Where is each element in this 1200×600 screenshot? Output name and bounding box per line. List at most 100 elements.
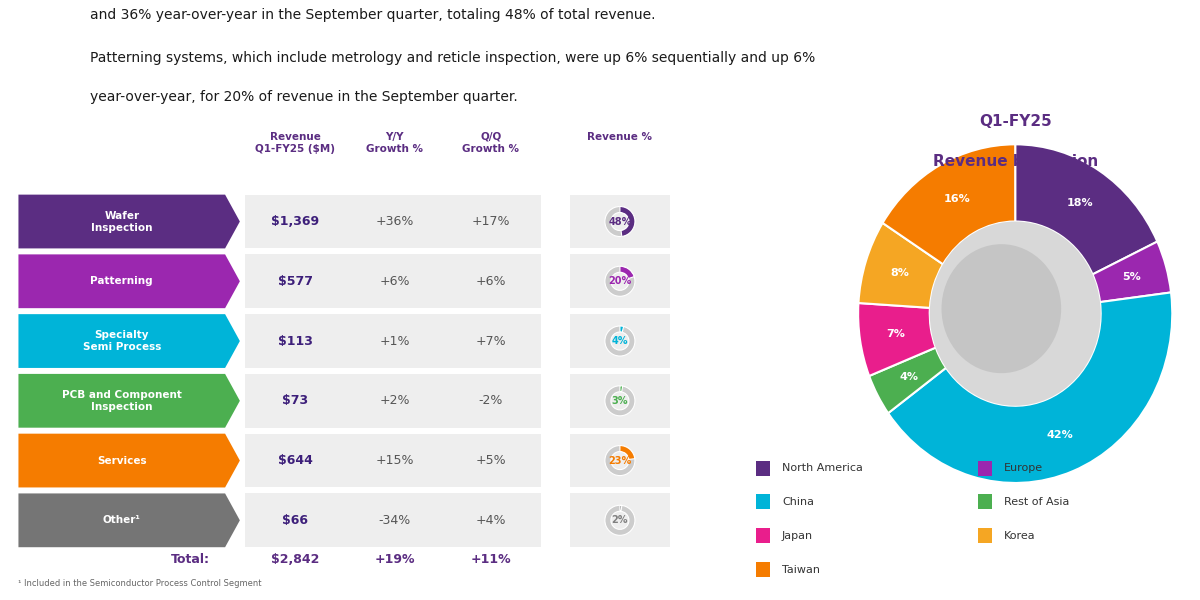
Text: 23%: 23% — [608, 455, 631, 466]
Bar — [346, 194, 445, 248]
Text: Revenue %: Revenue % — [588, 132, 653, 142]
Text: Q1-FY25: Q1-FY25 — [979, 115, 1051, 130]
Text: +6%: +6% — [379, 275, 410, 288]
Wedge shape — [620, 446, 635, 460]
Polygon shape — [18, 374, 240, 428]
Bar — [346, 314, 445, 368]
Text: and 36% year-over-year in the September quarter, totaling 48% of total revenue.: and 36% year-over-year in the September … — [90, 8, 655, 22]
Wedge shape — [620, 505, 622, 511]
Text: +6%: +6% — [475, 275, 506, 288]
Wedge shape — [620, 326, 624, 332]
Bar — [440, 314, 540, 368]
Wedge shape — [1092, 242, 1171, 302]
Text: $2,842: $2,842 — [271, 553, 319, 566]
Text: PCB and Component
Inspection: PCB and Component Inspection — [62, 390, 181, 412]
Text: +1%: +1% — [379, 335, 410, 347]
Text: 20%: 20% — [608, 276, 631, 286]
Polygon shape — [18, 194, 240, 248]
Bar — [440, 254, 540, 308]
Wedge shape — [1015, 145, 1157, 274]
Text: 18%: 18% — [1067, 198, 1093, 208]
Wedge shape — [869, 347, 946, 413]
Text: 4%: 4% — [900, 371, 918, 382]
Wedge shape — [858, 303, 936, 376]
Text: Revenue by Region: Revenue by Region — [932, 154, 1098, 169]
Text: Taiwan: Taiwan — [782, 565, 820, 575]
Text: Specialty
Semi Process: Specialty Semi Process — [83, 330, 161, 352]
Bar — [245, 194, 346, 248]
Bar — [570, 314, 670, 368]
Bar — [440, 374, 540, 428]
Wedge shape — [620, 266, 635, 278]
Bar — [570, 374, 670, 428]
Text: Y/Y
Growth %: Y/Y Growth % — [366, 132, 424, 154]
Text: +4%: +4% — [475, 514, 506, 527]
Text: 5%: 5% — [1122, 272, 1141, 282]
Bar — [570, 254, 670, 308]
Bar — [245, 314, 346, 368]
Bar — [978, 494, 992, 509]
Wedge shape — [605, 386, 635, 416]
Text: Japan: Japan — [782, 531, 814, 541]
Text: +2%: +2% — [379, 394, 410, 407]
Text: -2%: -2% — [479, 394, 503, 407]
Bar — [756, 528, 770, 543]
Bar — [245, 254, 346, 308]
Wedge shape — [605, 505, 635, 535]
Text: 8%: 8% — [890, 268, 910, 278]
Text: Wafer
Inspection: Wafer Inspection — [91, 211, 152, 233]
Text: North America: North America — [782, 463, 863, 473]
Bar — [756, 562, 770, 577]
Text: 3%: 3% — [612, 396, 628, 406]
Text: Total:: Total: — [172, 553, 210, 566]
Polygon shape — [18, 314, 240, 368]
Bar — [440, 194, 540, 248]
Bar — [440, 493, 540, 547]
Text: 42%: 42% — [1046, 430, 1073, 440]
Text: +17%: +17% — [472, 215, 510, 228]
Text: +11%: +11% — [470, 553, 511, 566]
Bar — [346, 254, 445, 308]
Bar — [346, 374, 445, 428]
Wedge shape — [605, 266, 635, 296]
Text: 2%: 2% — [612, 515, 628, 526]
Text: Revenue
Q1-FY25 ($M): Revenue Q1-FY25 ($M) — [256, 132, 335, 154]
Wedge shape — [620, 386, 623, 392]
Circle shape — [942, 244, 1061, 373]
Text: Other¹: Other¹ — [103, 515, 140, 526]
Text: Patterning: Patterning — [90, 276, 154, 286]
Text: Q/Q
Growth %: Q/Q Growth % — [462, 132, 520, 154]
Circle shape — [930, 221, 1100, 406]
Text: 48%: 48% — [608, 217, 631, 227]
Text: $73: $73 — [282, 394, 308, 407]
Bar — [978, 461, 992, 475]
Text: ¹ Included in the Semiconductor Process Control Segment: ¹ Included in the Semiconductor Process … — [18, 578, 262, 587]
Bar — [346, 434, 445, 487]
Wedge shape — [882, 145, 1015, 264]
Text: 7%: 7% — [886, 329, 905, 339]
Wedge shape — [605, 206, 635, 236]
Wedge shape — [605, 446, 635, 476]
Polygon shape — [18, 434, 240, 487]
Text: Rest of Asia: Rest of Asia — [1003, 497, 1069, 507]
Text: 4%: 4% — [612, 336, 628, 346]
Text: $1,369: $1,369 — [271, 215, 319, 228]
Text: $577: $577 — [277, 275, 313, 288]
Text: -34%: -34% — [379, 514, 410, 527]
Bar — [440, 434, 540, 487]
Wedge shape — [858, 223, 943, 308]
Text: +7%: +7% — [475, 335, 506, 347]
Text: year-over-year, for 20% of revenue in the September quarter.: year-over-year, for 20% of revenue in th… — [90, 90, 517, 104]
Text: Korea: Korea — [1003, 531, 1036, 541]
Polygon shape — [18, 493, 240, 547]
Bar — [570, 493, 670, 547]
Text: 16%: 16% — [943, 194, 970, 204]
Polygon shape — [18, 254, 240, 308]
Text: China: China — [782, 497, 814, 507]
Text: $66: $66 — [282, 514, 308, 527]
Text: +5%: +5% — [475, 454, 506, 467]
Bar — [756, 461, 770, 475]
Text: Services: Services — [97, 455, 146, 466]
Text: $644: $644 — [277, 454, 313, 467]
Text: +19%: +19% — [374, 553, 415, 566]
